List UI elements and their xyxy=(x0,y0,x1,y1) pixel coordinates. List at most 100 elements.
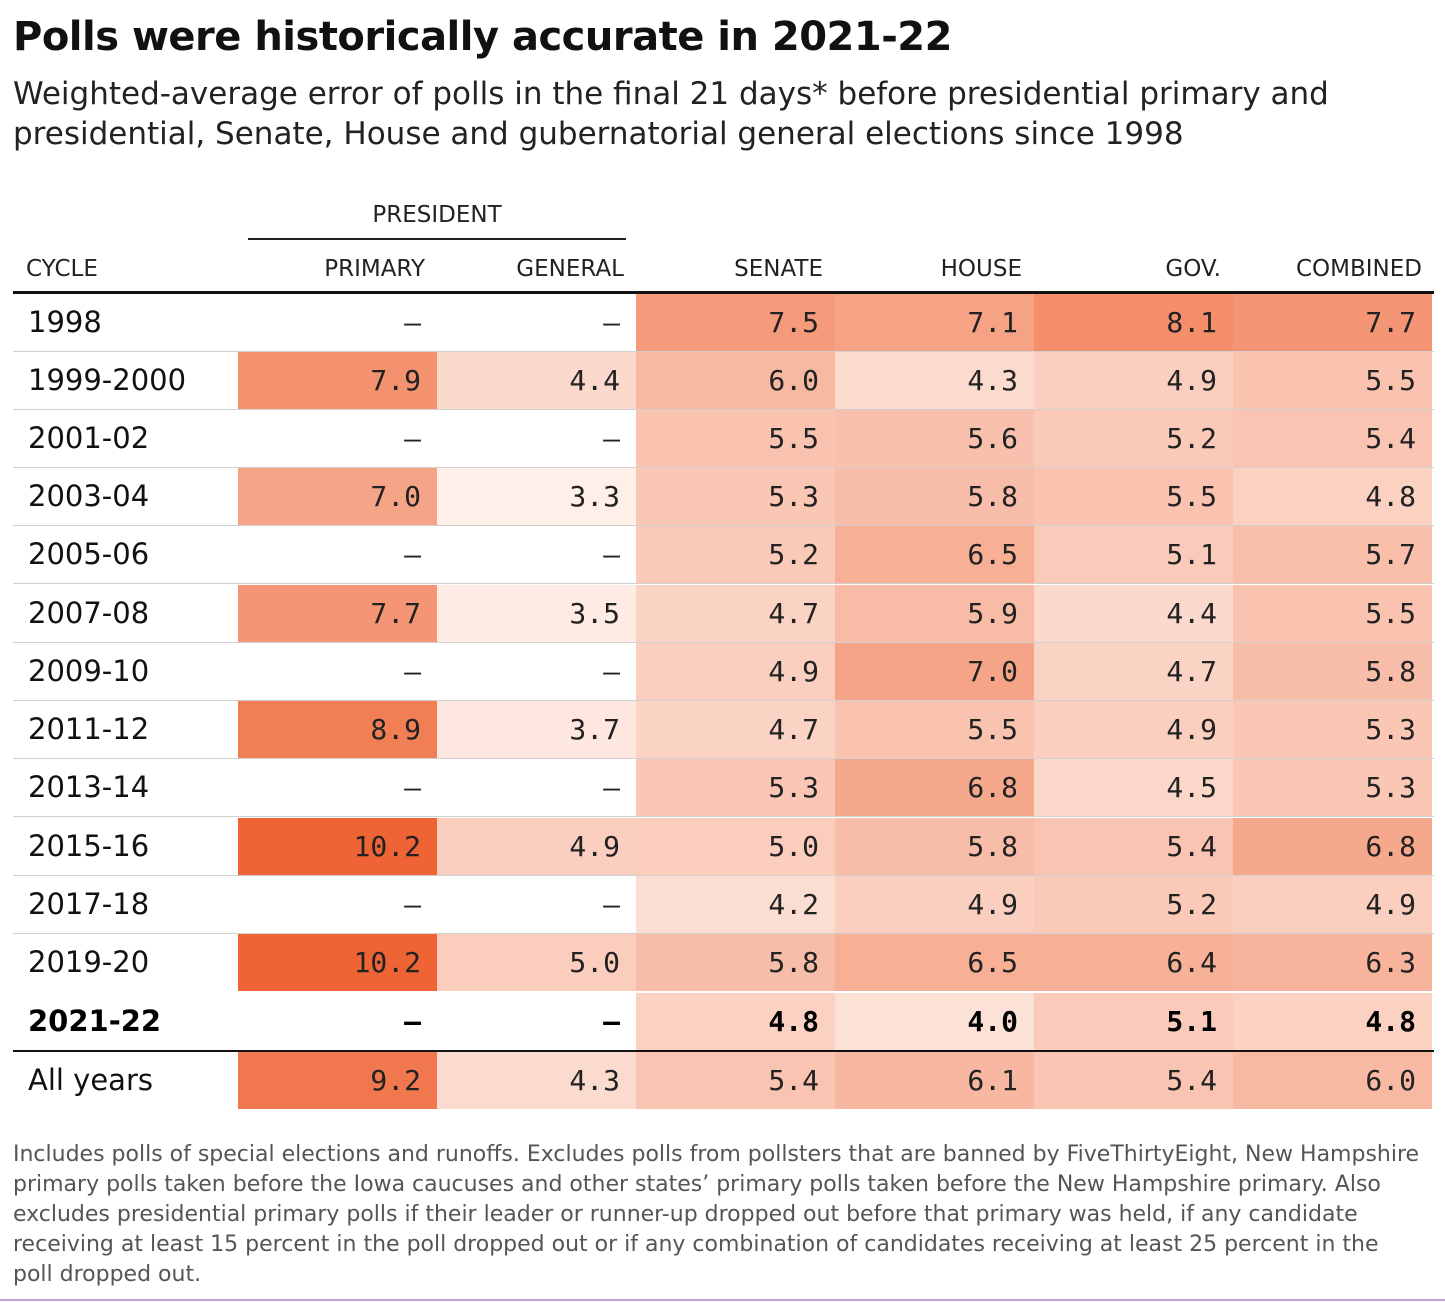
cell-value: 5.6 xyxy=(967,422,1018,455)
table-row: 2015-16 10.2 4.9 5.0 5.8 5.4 6.8 xyxy=(13,818,1434,876)
chart-title: Polls were historically accurate in 2021… xyxy=(13,14,952,60)
cell-value: 8.9 xyxy=(370,713,421,746)
table-row: 2005-06 – – 5.2 6.5 5.1 5.7 xyxy=(13,526,1434,584)
table-row: 2021-22 – – 4.8 4.0 5.1 4.8 xyxy=(13,993,1434,1050)
cell-senate: 4.7 xyxy=(636,701,835,758)
cell-value: 4.7 xyxy=(768,713,819,746)
cell-primary: – xyxy=(238,643,437,700)
cell-general: – xyxy=(437,759,636,816)
cell-value: 5.4 xyxy=(1166,830,1217,863)
cell-value: 4.9 xyxy=(569,830,620,863)
cell-gov: 4.9 xyxy=(1034,352,1233,409)
cell-gov: 6.4 xyxy=(1034,934,1233,991)
footnote: Includes polls of special elections and … xyxy=(13,1142,1420,1287)
cell-value: 4.3 xyxy=(967,364,1018,397)
cell-house: 5.6 xyxy=(835,410,1034,467)
cell-senate: 4.9 xyxy=(636,643,835,700)
cell-general: – xyxy=(437,526,636,583)
cell-value: 4.9 xyxy=(1166,364,1217,397)
table-row: 2003-04 7.0 3.3 5.3 5.8 5.5 4.8 xyxy=(13,468,1434,526)
cell-value: – xyxy=(404,771,421,804)
cell-value: 3.7 xyxy=(569,713,620,746)
cell-value: 5.1 xyxy=(1166,1005,1217,1038)
cell-value: – xyxy=(603,888,620,921)
cell-value: 4.9 xyxy=(1365,888,1416,921)
cell-value: 7.1 xyxy=(967,306,1018,339)
cell-value: 5.4 xyxy=(1365,422,1416,455)
table-row: 2013-14 – – 5.3 6.8 4.5 5.3 xyxy=(13,759,1434,817)
cell-value: – xyxy=(603,655,620,688)
cell-primary: 8.9 xyxy=(238,701,437,758)
cell-value: 7.0 xyxy=(967,655,1018,688)
cell-senate: 5.2 xyxy=(636,526,835,583)
cycle-label: 2013-14 xyxy=(28,770,150,804)
cell-gov: 5.4 xyxy=(1034,1052,1233,1109)
cycle-label: 2005-06 xyxy=(28,537,150,571)
cell-primary: 10.2 xyxy=(238,934,437,991)
table-row: 1999-2000 7.9 4.4 6.0 4.3 4.9 5.5 xyxy=(13,352,1434,410)
cell-primary: – xyxy=(238,294,437,351)
table-row: 1998 – – 7.5 7.1 8.1 7.7 xyxy=(13,294,1434,352)
cell-senate: 7.5 xyxy=(636,294,835,351)
cell-general: – xyxy=(437,294,636,351)
cell-primary: – xyxy=(238,526,437,583)
cell-general: 3.3 xyxy=(437,468,636,525)
cell-senate: 6.0 xyxy=(636,352,835,409)
cell-general: – xyxy=(437,993,636,1050)
cell-value: 7.5 xyxy=(768,306,819,339)
cell-combined: 4.8 xyxy=(1233,993,1432,1050)
cell-gov: 5.2 xyxy=(1034,410,1233,467)
cell-gov: 8.1 xyxy=(1034,294,1233,351)
cell-senate: 4.7 xyxy=(636,585,835,642)
cell-value: 5.8 xyxy=(967,830,1018,863)
cell-value: 4.9 xyxy=(1166,713,1217,746)
cell-combined: 5.5 xyxy=(1233,352,1432,409)
cell-value: 4.8 xyxy=(768,1005,819,1038)
cell-primary: – xyxy=(238,410,437,467)
cell-combined: 6.8 xyxy=(1233,818,1432,875)
cell-value: 7.9 xyxy=(370,364,421,397)
column-header-gov: GOV. xyxy=(1165,256,1221,282)
cell-value: 5.3 xyxy=(1365,771,1416,804)
cycle-label: 2021-22 xyxy=(28,1004,162,1038)
cell-senate: 5.4 xyxy=(636,1052,835,1109)
cell-combined: 4.8 xyxy=(1233,468,1432,525)
cell-gov: 5.4 xyxy=(1034,818,1233,875)
cell-value: 5.3 xyxy=(1365,713,1416,746)
cell-general: 4.4 xyxy=(437,352,636,409)
cycle-label: 2019-20 xyxy=(28,945,150,979)
cell-value: – xyxy=(404,655,421,688)
cell-house: 5.8 xyxy=(835,468,1034,525)
column-header-cycle: CYCLE xyxy=(26,256,98,282)
cell-value: – xyxy=(404,888,421,921)
cell-primary: – xyxy=(238,993,437,1050)
table-row: 2001-02 – – 5.5 5.6 5.2 5.4 xyxy=(13,410,1434,468)
cell-value: – xyxy=(404,538,421,571)
cell-value: 6.4 xyxy=(1166,946,1217,979)
cell-value: 6.1 xyxy=(967,1064,1018,1097)
cell-general: 4.3 xyxy=(437,1052,636,1109)
table-row: 2019-20 10.2 5.0 5.8 6.5 6.4 6.3 xyxy=(13,934,1434,991)
cell-value: 5.5 xyxy=(1166,480,1217,513)
cell-gov: 5.5 xyxy=(1034,468,1233,525)
cycle-label: 2003-04 xyxy=(28,479,150,513)
cell-value: 4.4 xyxy=(1166,597,1217,630)
cell-combined: 4.9 xyxy=(1233,876,1432,933)
cell-primary: – xyxy=(238,759,437,816)
cell-value: 5.5 xyxy=(768,422,819,455)
summary-rule xyxy=(13,1050,1434,1052)
cell-combined: 5.5 xyxy=(1233,585,1432,642)
cell-value: 4.3 xyxy=(569,1064,620,1097)
cell-value: 6.5 xyxy=(967,946,1018,979)
cell-value: 5.2 xyxy=(768,538,819,571)
column-header-general: GENERAL xyxy=(516,256,624,282)
cell-value: 6.0 xyxy=(768,364,819,397)
cell-general: 3.5 xyxy=(437,585,636,642)
cell-value: 9.2 xyxy=(370,1064,421,1097)
cell-value: 7.7 xyxy=(1365,306,1416,339)
cell-combined: 6.0 xyxy=(1233,1052,1432,1109)
cell-value: 10.2 xyxy=(353,946,421,979)
cell-value: 5.9 xyxy=(967,597,1018,630)
cell-general: – xyxy=(437,643,636,700)
cell-value: 8.1 xyxy=(1166,306,1217,339)
